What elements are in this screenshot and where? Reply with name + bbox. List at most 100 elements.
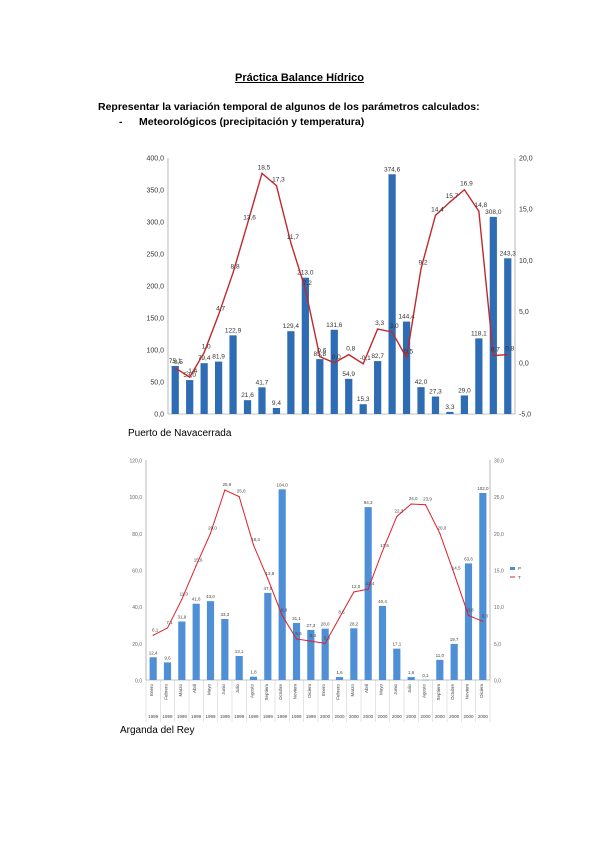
- line-point: [463, 189, 465, 191]
- bar: [200, 363, 208, 414]
- bar: [307, 629, 315, 680]
- x-year-label: 1999: [205, 714, 216, 719]
- legend-swatch-p: [510, 567, 515, 570]
- line-point: [319, 356, 321, 358]
- x-category-label: Junio: [221, 684, 226, 695]
- x-category-label: Diciem: [479, 684, 484, 698]
- bar: [163, 662, 172, 680]
- line-point: [377, 328, 379, 330]
- line-point: [232, 272, 234, 274]
- line-value-label: 3,3: [375, 320, 384, 327]
- line-value-label: 1,0: [202, 344, 211, 351]
- x-category-label: Febrero: [164, 684, 169, 700]
- y-left-tick-label: 120,0: [129, 459, 142, 465]
- x-category-label: Abril: [192, 684, 197, 693]
- bullet-text: Meteorológicos (precipitación y temperat…: [139, 116, 365, 128]
- line-value-label: 25,9: [222, 482, 231, 487]
- bar-value-label: 122,9: [225, 327, 242, 334]
- y-right-tick-label: 10,0: [494, 605, 504, 611]
- bar-value-label: 12,4: [149, 650, 158, 655]
- x-year-label: 2000: [377, 714, 388, 719]
- bar: [249, 676, 258, 680]
- bar: [388, 174, 396, 414]
- y-right-tick-label: 0,0: [519, 360, 529, 367]
- line-value-label: 22,3: [394, 508, 403, 513]
- bar: [446, 411, 454, 414]
- y-right-tick-label: 15,0: [494, 569, 504, 575]
- x-year-label: 2000: [463, 714, 474, 719]
- bar: [214, 361, 223, 414]
- line-value-label: 0,8: [346, 346, 355, 353]
- x-year-label: 2000: [392, 714, 403, 719]
- bullet-item: - Meteorológicos (precipitación y tempera…: [119, 116, 364, 128]
- location-label-arganda: Arganda del Rey: [120, 725, 195, 736]
- bar: [229, 335, 237, 414]
- bar: [258, 387, 266, 414]
- bar: [374, 361, 382, 414]
- line-value-label: -1,4: [186, 368, 198, 375]
- x-year-label: 2000: [406, 714, 417, 719]
- x-year-label: 2000: [435, 714, 446, 719]
- bar-value-label: 63,6: [464, 556, 473, 561]
- x-year-label: 1999: [148, 714, 159, 719]
- line-value-label: 9,2: [418, 260, 427, 267]
- bar: [359, 404, 367, 414]
- bar: [272, 407, 281, 414]
- line-value-label: 0,8: [505, 346, 514, 353]
- bar: [321, 628, 329, 680]
- line-point: [353, 591, 355, 593]
- bar-value-label: 1,6: [336, 670, 343, 675]
- line-point: [152, 634, 154, 636]
- line-value-label: 15,6: [194, 558, 203, 563]
- bar-value-label: 31,1: [292, 616, 301, 621]
- line-value-label: 25,0: [237, 489, 246, 494]
- bar-value-label: 94,3: [364, 500, 373, 505]
- bar-value-label: 144,4: [398, 314, 415, 321]
- bar: [264, 592, 272, 680]
- bar: [450, 643, 458, 680]
- line-value-label: 8,0: [482, 613, 489, 618]
- x-year-label: 1999: [306, 714, 317, 719]
- line-point: [238, 496, 240, 498]
- bar-value-label: 1,8: [250, 670, 257, 675]
- bar: [149, 657, 157, 680]
- bar: [330, 329, 338, 414]
- bar-value-label: 104,0: [277, 482, 289, 487]
- bar-value-label: 31,9: [177, 615, 186, 620]
- bar: [431, 396, 440, 414]
- x-year-label: 2000: [449, 714, 460, 719]
- line-point: [367, 588, 369, 590]
- line-point: [246, 222, 249, 225]
- line-point: [267, 578, 269, 580]
- y-right-tick-label: 5,0: [494, 642, 501, 648]
- x-year-label: 1999: [291, 714, 302, 719]
- line-point: [203, 351, 205, 354]
- line-point: [391, 331, 393, 333]
- line-point: [381, 550, 384, 552]
- x-category-label: Marzo: [178, 684, 183, 697]
- bar-value-label: 27,3: [429, 389, 442, 396]
- line-value-label: 8,8: [281, 607, 288, 612]
- y-right-tick-label: 15,0: [519, 207, 533, 214]
- x-year-label: 1999: [220, 714, 231, 719]
- bar-value-label: 131,6: [326, 322, 343, 329]
- line-point: [396, 515, 398, 518]
- x-category-label: Abril: [364, 684, 369, 693]
- line-value-label: 12,4: [366, 581, 375, 586]
- line-point: [405, 357, 408, 359]
- bar: [221, 618, 229, 680]
- line-value-label: 20,0: [208, 525, 217, 530]
- y-left-tick-label: 200,0: [146, 284, 164, 291]
- x-year-label: 1999: [234, 714, 245, 719]
- line-point: [507, 354, 509, 356]
- line-point: [189, 376, 191, 378]
- line-point: [478, 210, 480, 212]
- x-category-label: Noviem: [293, 684, 298, 700]
- line-value-label: 18,4: [251, 537, 260, 542]
- temperature-line: [174, 172, 508, 379]
- y-left-tick-label: 100,0: [129, 495, 142, 501]
- bar-value-label: 21,6: [241, 392, 254, 399]
- bar: [421, 679, 430, 681]
- line-value-label: 17,6: [380, 543, 389, 548]
- x-category-label: Febrero: [336, 684, 341, 700]
